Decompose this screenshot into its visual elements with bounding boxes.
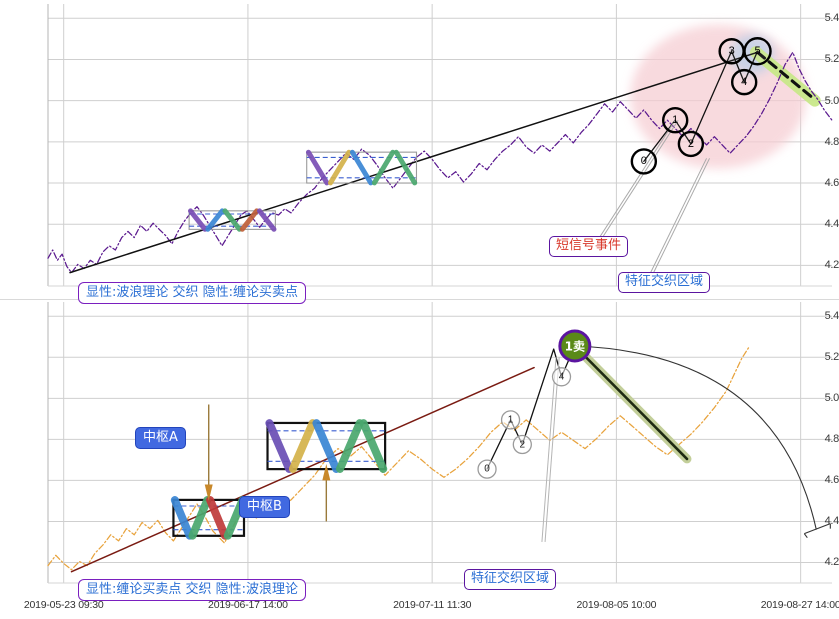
y-axis-tick: 5.0 — [824, 94, 839, 107]
y-axis-tick: 4.8 — [824, 433, 839, 446]
x-axis-tick: 2019-08-27 14:00 — [760, 599, 839, 611]
top-legend-box: 显性:波浪理论 交织 隐性:缠论买卖点 — [78, 282, 307, 304]
y-axis-tick: 4.6 — [824, 177, 839, 190]
pivot-label-a: 中枢A — [135, 427, 186, 449]
bottom-chart-svg — [0, 300, 839, 595]
top-chart-svg — [0, 0, 839, 300]
x-axis-labels: 2019-05-23 09:30 2019-06-17 14:00 2019-07-… — [0, 597, 839, 619]
y-axis-tick: 4.2 — [824, 556, 839, 569]
y-axis-tick: 5.0 — [824, 392, 839, 405]
y-axis-tick: 5.4 — [824, 310, 839, 323]
y-axis-tick: 5.2 — [824, 351, 839, 364]
bottom-legend-box: 显性:缠论买卖点 交织 隐性:波浪理论 — [78, 579, 307, 601]
y-axis-tick: 5.2 — [824, 53, 839, 66]
annotation-feature-interweave-top: 特征交织区域 — [618, 272, 711, 293]
x-axis-tick: 2019-05-23 09:30 — [23, 599, 104, 611]
x-axis-tick: 2019-06-17 14:00 — [208, 599, 288, 611]
y-axis-tick: 4.2 — [824, 259, 839, 272]
y-axis-tick: 5.4 — [824, 12, 839, 25]
panel-divider — [0, 299, 839, 300]
y-axis-tick: 4.8 — [824, 135, 839, 148]
y-axis-tick: 4.4 — [824, 218, 839, 231]
annotation-feature-interweave-bottom: 特征交织区域 — [464, 569, 557, 590]
bottom-chart-panel: 5.4 5.2 5.0 4.8 4.6 4.4 4.2 0 1 2 4 1卖 — [0, 300, 839, 595]
x-axis-tick: 2019-08-05 10:00 — [576, 599, 657, 611]
pivot-label-b: 中枢B — [239, 496, 290, 518]
y-axis-tick: 4.4 — [824, 515, 839, 528]
annotation-short-signal-event: 短信号事件 — [549, 236, 629, 257]
y-axis-tick: 4.6 — [824, 474, 839, 487]
x-axis-tick: 2019-07-11 11:30 — [393, 599, 472, 611]
